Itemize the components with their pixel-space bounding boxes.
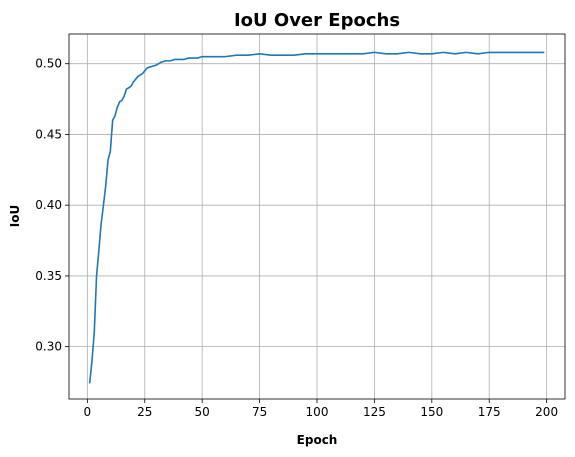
x-tick-label: 200	[535, 405, 558, 419]
axis-ticks: 0 25 50 75 100 125 150 175 200 0.30 0.35 0.40 0.45 0.…	[35, 57, 558, 419]
x-tick-label: 75	[252, 405, 267, 419]
y-tick-label: 0.40	[35, 198, 62, 212]
x-tick-label: 125	[363, 405, 386, 419]
x-tick-label: 100	[306, 405, 329, 419]
y-tick-label: 0.50	[35, 57, 62, 71]
chart-title: IoU Over Epochs	[234, 10, 400, 31]
series-layer	[88, 51, 545, 384]
grid-lines	[69, 34, 565, 399]
x-tick-label: 25	[137, 405, 152, 419]
y-tick-label: 0.30	[35, 340, 62, 354]
iou-series-line	[88, 51, 545, 384]
y-tick-label: 0.45	[35, 127, 62, 141]
y-tick-label: 0.35	[35, 269, 62, 283]
x-tick-label: 150	[420, 405, 443, 419]
x-axis-label: Epoch	[297, 433, 338, 447]
y-axis-label: IoU	[8, 205, 22, 227]
x-tick-label: 50	[195, 405, 210, 419]
x-tick-label: 0	[84, 405, 92, 419]
plot-frame	[68, 33, 566, 400]
x-tick-label: 175	[478, 405, 501, 419]
